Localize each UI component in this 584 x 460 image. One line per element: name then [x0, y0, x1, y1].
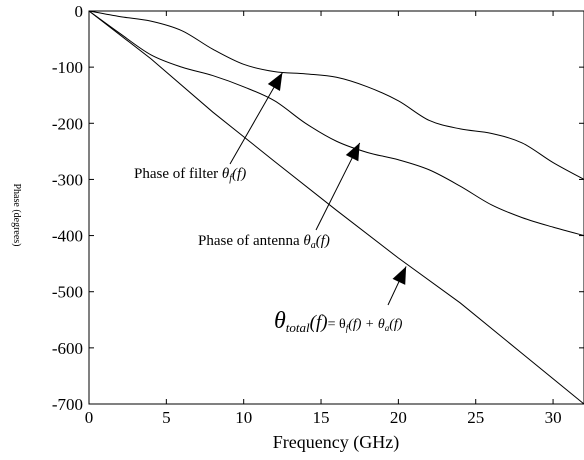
y-tick-label: -200 — [52, 114, 83, 133]
y-tick-label: -700 — [52, 395, 83, 414]
x-tick-label: 5 — [162, 408, 171, 427]
x-tick-label: 20 — [390, 408, 407, 427]
series-lines — [88, 10, 584, 405]
series-line-filter — [88, 10, 584, 180]
x-axis-label: Frequency (GHz) — [273, 432, 399, 453]
annotation-antenna: Phase of antenna θa(f) — [198, 233, 330, 251]
plot-area-frame — [88, 10, 584, 405]
y-tick-label: 0 — [75, 2, 84, 21]
arrow-filter-shaft — [229, 72, 283, 165]
annotation-filter: Phase of filter θf(f) — [134, 166, 246, 184]
axis-ticks — [88, 10, 584, 405]
x-tick-label: 30 — [545, 408, 562, 427]
arrow-filter-head — [267, 72, 283, 91]
y-tick-label: -500 — [52, 283, 83, 302]
x-tick-label: 0 — [85, 408, 94, 427]
arrow-total-head — [392, 266, 407, 285]
x-tick-label: 15 — [313, 408, 330, 427]
series-line-total — [88, 10, 584, 405]
y-tick-label: -100 — [52, 58, 83, 77]
series-line-antenna — [88, 10, 584, 237]
y-axis-label: Phase (degrees) — [11, 183, 22, 246]
tick-labels: 0 5 10 15 20 25 30 0 -100 -200 -300 -400 -500 -600 -70… — [52, 2, 562, 427]
y-tick-label: -600 — [52, 339, 83, 358]
annotation-total: θtotal(f)= θf(f) + θa(f) — [274, 308, 403, 335]
y-tick-label: -400 — [52, 227, 83, 246]
x-tick-label: 10 — [235, 408, 252, 427]
y-axis-label-group: Phase (degrees) — [11, 183, 22, 246]
arrow-antenna-head — [345, 142, 360, 162]
x-tick-label: 25 — [467, 408, 484, 427]
annotations: Phase of filter θf(f) Phase of antenna θa… — [134, 72, 407, 335]
y-tick-label: -300 — [52, 170, 83, 189]
